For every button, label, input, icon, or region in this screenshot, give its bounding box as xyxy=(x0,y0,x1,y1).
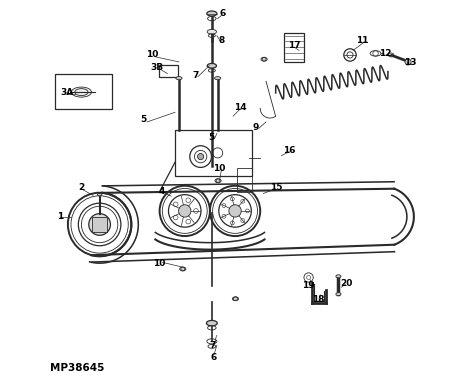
Bar xyxy=(55,74,112,109)
Text: 15: 15 xyxy=(270,183,283,192)
Text: 7: 7 xyxy=(209,341,215,350)
Text: 13: 13 xyxy=(404,58,417,67)
Text: 14: 14 xyxy=(234,103,246,112)
Text: 16: 16 xyxy=(283,146,295,156)
Bar xyxy=(92,217,107,232)
Ellipse shape xyxy=(336,293,341,296)
Ellipse shape xyxy=(180,267,186,271)
Text: 18: 18 xyxy=(312,295,325,305)
Circle shape xyxy=(198,154,204,160)
Text: 9: 9 xyxy=(252,123,259,132)
Ellipse shape xyxy=(207,29,217,34)
Text: MP38645: MP38645 xyxy=(50,363,105,373)
Text: 6: 6 xyxy=(219,9,226,18)
Bar xyxy=(175,130,253,176)
Text: 3A: 3A xyxy=(61,87,74,97)
Ellipse shape xyxy=(215,179,221,183)
Text: 6: 6 xyxy=(210,353,217,363)
Text: 4: 4 xyxy=(158,187,165,196)
Ellipse shape xyxy=(336,275,341,278)
Text: 5: 5 xyxy=(209,133,215,142)
Text: 20: 20 xyxy=(340,279,352,288)
Text: 10: 10 xyxy=(146,50,159,60)
Text: 10: 10 xyxy=(213,164,225,173)
Ellipse shape xyxy=(215,77,221,80)
Circle shape xyxy=(405,59,411,65)
Ellipse shape xyxy=(176,77,182,80)
Text: 5: 5 xyxy=(140,115,146,125)
Circle shape xyxy=(89,214,110,235)
Text: 1: 1 xyxy=(56,212,63,221)
Text: 10: 10 xyxy=(154,259,166,269)
Ellipse shape xyxy=(207,63,217,68)
Circle shape xyxy=(179,205,191,217)
Ellipse shape xyxy=(72,87,91,97)
Ellipse shape xyxy=(206,320,217,326)
Text: 17: 17 xyxy=(288,41,301,50)
Ellipse shape xyxy=(97,194,102,196)
Text: 7: 7 xyxy=(192,71,199,80)
Ellipse shape xyxy=(232,297,238,301)
Circle shape xyxy=(229,205,241,217)
Text: 19: 19 xyxy=(302,281,315,290)
Ellipse shape xyxy=(261,57,267,61)
Ellipse shape xyxy=(207,11,217,16)
Text: 8: 8 xyxy=(219,36,225,45)
Bar xyxy=(237,168,253,192)
Text: 12: 12 xyxy=(379,49,391,58)
Text: 2: 2 xyxy=(78,183,84,192)
Text: 11: 11 xyxy=(356,36,369,45)
Bar xyxy=(159,65,178,77)
Text: 3B: 3B xyxy=(150,63,163,72)
Bar xyxy=(284,33,304,62)
